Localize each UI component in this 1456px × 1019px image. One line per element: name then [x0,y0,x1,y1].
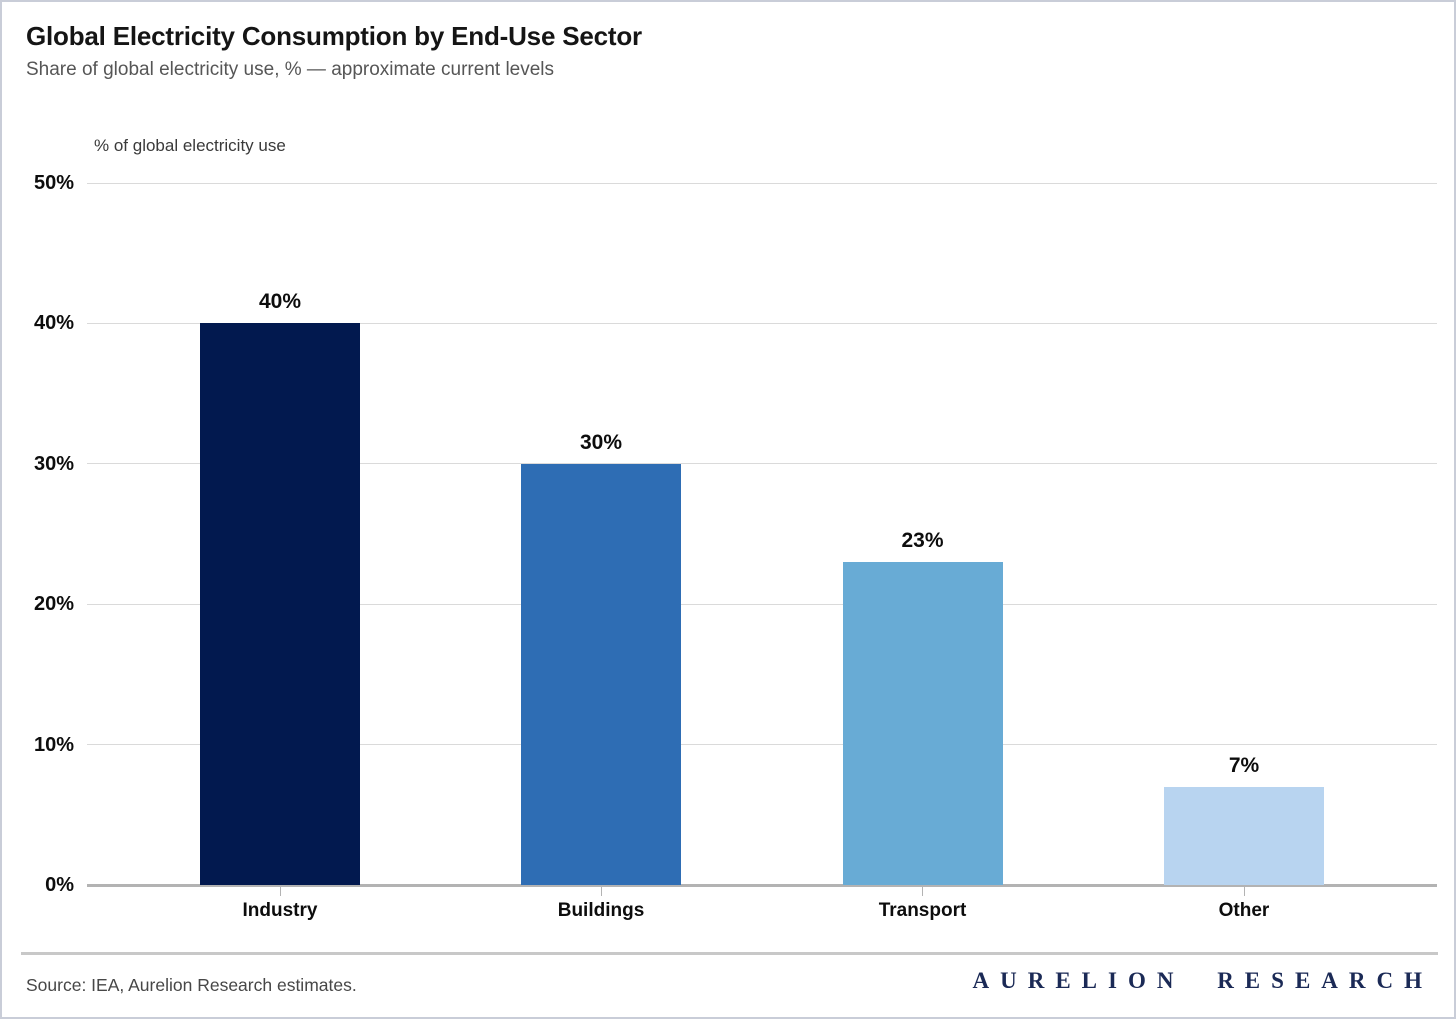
bar-industry [200,323,360,885]
x-category-label-transport: Transport [878,900,967,921]
y-tick-label-50: 50% [33,172,74,194]
x-tick-transport [922,886,923,896]
y-tick-label-0: 0% [45,874,74,896]
bar-value-other: 7% [1228,753,1260,777]
gridline-30 [87,463,1437,465]
bar-buildings [521,463,681,885]
y-tick-label-40: 40% [33,312,74,335]
footer-divider [21,952,1438,955]
bar-value-industry: 40% [258,290,302,314]
bar-other [1164,786,1324,885]
gridline-50 [87,182,1437,184]
source-note: Source: IEA, Aurelion Research estimates… [26,975,357,995]
bar-transport [842,562,1003,885]
x-tick-other [1243,886,1245,896]
y-tick-label-30: 30% [33,452,74,475]
y-axis-note: % of global electricity use [94,136,286,155]
page-subtitle: Share of global electricity use, % — app… [26,59,555,80]
y-tick-label-10: 10% [33,733,74,756]
page-title: Global Electricity Consumption by End-Us… [26,21,642,51]
x-category-label-other: Other [1218,900,1270,921]
x-axis-line [87,883,1437,887]
x-category-label-buildings: Buildings [557,900,645,921]
x-tick-buildings [600,886,602,896]
y-tick-label-20: 20% [33,593,74,616]
bar-value-buildings: 30% [579,430,623,454]
x-tick-industry [279,886,281,896]
gridline-40 [87,322,1437,324]
brand-wordmark: AURELION RESEARCH [972,968,1433,993]
gridline-10 [87,744,1437,746]
bar-value-transport: 23% [901,529,944,553]
x-category-label-industry: Industry [242,900,318,921]
gridline-20 [87,603,1437,605]
